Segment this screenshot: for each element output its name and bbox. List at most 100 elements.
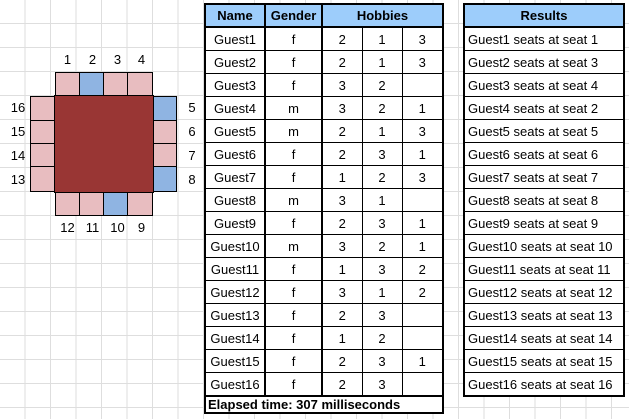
guest-hobby-cell[interactable]: 2 [321, 372, 363, 397]
guest-hobby-cell[interactable]: 2 [321, 26, 363, 51]
guest-gender-cell[interactable]: f [264, 326, 323, 350]
guest-gender-cell[interactable]: f [264, 211, 323, 235]
result-cell[interactable]: Guest4 seats at seat 2 [463, 96, 625, 120]
seat-cell-1[interactable] [55, 72, 80, 96]
guest-gender-cell[interactable]: f [264, 50, 323, 74]
guest-hobby-cell[interactable]: 3 [401, 26, 444, 51]
guest-hobby-cell[interactable]: 3 [361, 303, 403, 327]
result-cell[interactable]: Guest9 seats at seat 9 [463, 211, 625, 235]
guest-hobby-cell[interactable]: 1 [361, 50, 403, 74]
result-cell[interactable]: Guest5 seats at seat 5 [463, 119, 625, 143]
seat-cell-7[interactable] [153, 143, 177, 167]
guest-name-cell[interactable]: Guest7 [204, 165, 266, 189]
guest-hobby-cell[interactable]: 1 [361, 280, 403, 304]
result-cell[interactable]: Guest14 seats at seat 14 [463, 326, 625, 350]
result-cell[interactable]: Guest6 seats at seat 6 [463, 142, 625, 166]
guest-hobby-cell[interactable]: 1 [401, 211, 444, 235]
guest-gender-cell[interactable]: m [264, 188, 323, 212]
result-cell[interactable]: Guest2 seats at seat 3 [463, 50, 625, 74]
guest-name-cell[interactable]: Guest1 [204, 26, 266, 51]
guest-name-cell[interactable]: Guest10 [204, 234, 266, 258]
result-cell[interactable]: Guest1 seats at seat 1 [463, 26, 625, 51]
guest-hobby-cell[interactable] [401, 326, 444, 350]
guest-name-cell[interactable]: Guest3 [204, 73, 266, 97]
guest-gender-cell[interactable]: f [264, 280, 323, 304]
result-cell[interactable]: Guest11 seats at seat 11 [463, 257, 625, 281]
seat-cell-11[interactable] [79, 192, 104, 216]
guest-hobby-cell[interactable] [401, 188, 444, 212]
guest-hobby-cell[interactable]: 1 [401, 234, 444, 258]
guest-name-cell[interactable]: Guest5 [204, 119, 266, 143]
guest-hobby-cell[interactable]: 1 [361, 119, 403, 143]
guest-hobby-cell[interactable]: 3 [361, 257, 403, 281]
guest-hobby-cell[interactable]: 2 [401, 257, 444, 281]
guest-gender-cell[interactable]: f [264, 73, 323, 97]
guest-hobby-cell[interactable]: 1 [401, 142, 444, 166]
guest-hobby-cell[interactable]: 2 [321, 211, 363, 235]
guest-hobby-cell[interactable]: 2 [361, 73, 403, 97]
result-cell[interactable]: Guest8 seats at seat 8 [463, 188, 625, 212]
guest-hobby-cell[interactable]: 3 [321, 188, 363, 212]
guest-hobby-cell[interactable] [401, 372, 444, 397]
guest-gender-cell[interactable]: m [264, 234, 323, 258]
guest-hobby-cell[interactable]: 2 [361, 234, 403, 258]
guest-name-cell[interactable]: Guest12 [204, 280, 266, 304]
seat-cell-14[interactable] [30, 143, 55, 167]
seat-cell-9[interactable] [127, 192, 153, 216]
seat-cell-3[interactable] [103, 72, 128, 96]
guest-hobby-cell[interactable]: 3 [361, 142, 403, 166]
result-cell[interactable]: Guest10 seats at seat 10 [463, 234, 625, 258]
guest-name-cell[interactable]: Guest13 [204, 303, 266, 327]
guest-hobby-cell[interactable]: 1 [321, 257, 363, 281]
guest-hobby-cell[interactable]: 2 [321, 119, 363, 143]
guest-gender-cell[interactable]: f [264, 26, 323, 51]
guest-hobby-cell[interactable]: 2 [321, 142, 363, 166]
guest-name-cell[interactable]: Guest8 [204, 188, 266, 212]
guest-gender-cell[interactable]: f [264, 165, 323, 189]
seat-cell-2[interactable] [79, 72, 104, 96]
guest-hobby-cell[interactable]: 2 [361, 96, 403, 120]
seat-cell-4[interactable] [127, 72, 153, 96]
guest-hobby-cell[interactable]: 3 [401, 119, 444, 143]
guest-gender-cell[interactable]: m [264, 119, 323, 143]
seat-cell-10[interactable] [103, 192, 128, 216]
guest-hobby-cell[interactable]: 2 [361, 165, 403, 189]
seat-cell-5[interactable] [153, 96, 177, 121]
guest-gender-cell[interactable]: f [264, 349, 323, 373]
guest-hobby-cell[interactable]: 3 [361, 211, 403, 235]
guest-gender-cell[interactable]: m [264, 96, 323, 120]
seat-cell-8[interactable] [153, 166, 177, 192]
guest-gender-cell[interactable]: f [264, 257, 323, 281]
result-cell[interactable]: Guest16 seats at seat 16 [463, 372, 625, 397]
guest-hobby-cell[interactable]: 2 [321, 349, 363, 373]
guest-name-cell[interactable]: Guest16 [204, 372, 266, 397]
guest-hobby-cell[interactable]: 1 [361, 26, 403, 51]
guest-hobby-cell[interactable]: 3 [321, 73, 363, 97]
result-cell[interactable]: Guest3 seats at seat 4 [463, 73, 625, 97]
guest-hobby-cell[interactable]: 2 [401, 280, 444, 304]
guest-hobby-cell[interactable]: 2 [321, 303, 363, 327]
guest-hobby-cell[interactable]: 3 [321, 96, 363, 120]
guest-hobby-cell[interactable]: 3 [361, 349, 403, 373]
guest-gender-cell[interactable]: f [264, 142, 323, 166]
guest-name-cell[interactable]: Guest14 [204, 326, 266, 350]
guest-name-cell[interactable]: Guest2 [204, 50, 266, 74]
result-cell[interactable]: Guest12 seats at seat 12 [463, 280, 625, 304]
seat-cell-12[interactable] [55, 192, 80, 216]
seat-cell-6[interactable] [153, 120, 177, 144]
guest-hobby-cell[interactable]: 3 [321, 234, 363, 258]
seat-cell-13[interactable] [30, 166, 55, 192]
guest-name-cell[interactable]: Guest4 [204, 96, 266, 120]
guest-hobby-cell[interactable]: 3 [401, 50, 444, 74]
guest-hobby-cell[interactable]: 1 [321, 165, 363, 189]
guest-hobby-cell[interactable]: 1 [321, 326, 363, 350]
guest-gender-cell[interactable]: f [264, 303, 323, 327]
seat-cell-15[interactable] [30, 120, 55, 144]
guest-hobby-cell[interactable]: 1 [361, 188, 403, 212]
result-cell[interactable]: Guest15 seats at seat 15 [463, 349, 625, 373]
guest-hobby-cell[interactable]: 2 [321, 50, 363, 74]
guest-hobby-cell[interactable]: 2 [361, 326, 403, 350]
guest-name-cell[interactable]: Guest9 [204, 211, 266, 235]
guest-hobby-cell[interactable]: 3 [361, 372, 403, 397]
guest-hobby-cell[interactable] [401, 73, 444, 97]
